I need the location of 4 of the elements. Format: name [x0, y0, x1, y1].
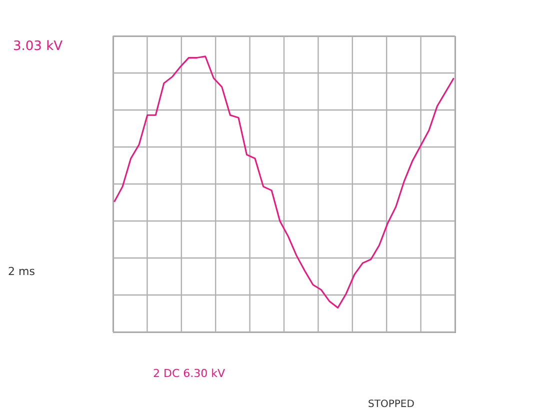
text: STOPPED — [368, 399, 415, 410]
text: 2 DC 6.30 kV — [153, 367, 226, 380]
text: 3.03 kV — [13, 39, 63, 54]
text: 2 ms — [8, 265, 36, 278]
